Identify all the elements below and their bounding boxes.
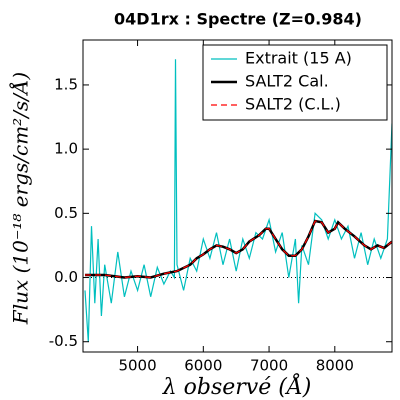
- y-axis-label: Flux (10⁻¹⁸ ergs/cm²/s/Å): [8, 72, 33, 325]
- series-line: [85, 219, 392, 279]
- y-tick-label: 0.5: [54, 204, 78, 222]
- plot: [83, 59, 392, 342]
- plot-frame: [82, 39, 393, 353]
- chart-title: 04D1rx : Spectre (Z=0.984): [114, 10, 362, 29]
- y-tick-label: 0.0: [54, 268, 78, 286]
- legend-label: SALT2 (C.L.): [245, 95, 341, 114]
- x-tick-label: 7000: [250, 357, 288, 375]
- series-line: [85, 220, 392, 279]
- y-tick-label: 1.5: [54, 75, 78, 93]
- x-tick-label: 8000: [316, 357, 354, 375]
- x-tick-label: 6000: [184, 357, 222, 375]
- y-tick-label: 1.0: [54, 140, 78, 158]
- legend-label: SALT2 Cal.: [245, 72, 329, 91]
- series-line: [84, 59, 392, 342]
- x-axis-label: λ observé (Å): [162, 372, 312, 400]
- y-tick-label: -0.5: [49, 332, 78, 350]
- legend-label: Extrait (15 A): [245, 49, 352, 68]
- x-tick-label: 5000: [118, 357, 156, 375]
